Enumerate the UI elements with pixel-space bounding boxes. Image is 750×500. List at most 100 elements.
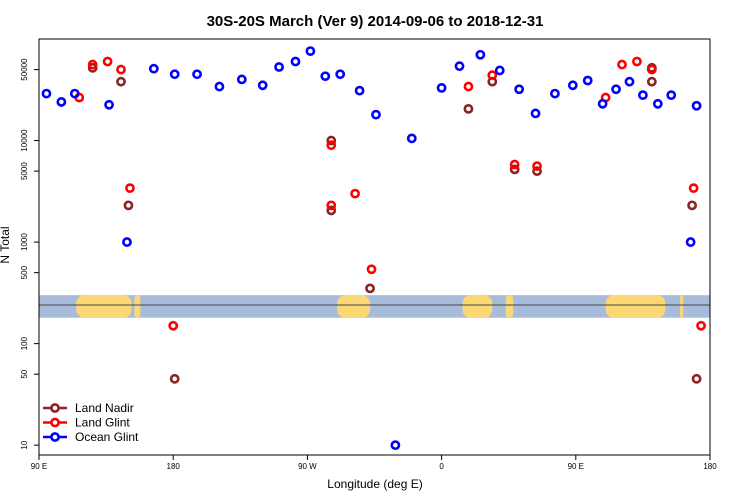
point-land-glint [646,64,657,75]
point-land-nadir [116,76,126,87]
point-land-glint [326,200,337,211]
point-ocean-glint [494,65,505,76]
point-land-glint [350,188,361,199]
map-band [39,295,710,318]
point-ocean-glint [69,88,80,99]
point-land-nadir [646,76,657,87]
point-ocean-glint [454,61,465,72]
y-tick-label: 50 [20,369,29,378]
map-land [76,295,132,318]
y-axis-label: N Total [0,226,12,263]
legend-marker [50,403,60,413]
point-land-nadir [326,135,337,146]
point-land-glint [688,183,699,194]
point-ocean-glint [335,69,346,80]
map-land [680,295,684,318]
point-land-nadir [509,164,520,175]
y-tick-label: 10 [20,440,29,449]
y-tick-label: 10000 [20,129,29,152]
point-land-nadir [463,103,474,114]
legend-label: Land Glint [75,416,130,430]
point-land-glint [463,81,474,92]
point-land-glint [125,183,135,194]
point-land-glint [509,159,520,170]
point-ocean-glint [436,82,447,93]
y-tick-label: 50000 [20,58,29,81]
y-tick-label: 100 [20,336,29,350]
y-axis: 10 50 100 500 1000 5000 10000 50000 [20,58,39,450]
point-ocean-glint [550,88,560,99]
point-land-nadir [123,200,134,211]
x-axis-label: Longitude (deg E) [327,477,422,491]
point-ocean-glint [169,69,180,80]
point-land-nadir [687,200,698,211]
legend-marker [50,432,60,442]
point-ocean-glint [475,49,486,60]
point-land-glint [696,320,706,331]
point-ocean-glint [56,97,67,107]
point-ocean-glint [192,69,202,80]
point-ocean-glint [41,88,52,99]
point-ocean-glint [624,76,635,87]
point-ocean-glint [638,90,648,101]
point-ocean-glint [122,237,132,247]
point-ocean-glint [691,100,702,111]
point-land-nadir [169,373,180,384]
x-tick-label: 180 [167,462,181,471]
map-land [462,295,493,318]
x-tick-label: 90 E [31,462,47,471]
point-ocean-glint [406,133,417,144]
point-ocean-glint [666,90,677,101]
x-tick-label: 180 [703,462,717,471]
point-land-glint [87,59,98,70]
x-axis: 90 E 180 90 W 0 90 E 180 [31,455,717,471]
y-tick-label: 500 [20,265,29,279]
point-ocean-glint [354,85,365,96]
point-land-nadir [532,166,542,177]
point-ocean-glint [652,98,663,109]
point-ocean-glint [257,80,268,91]
point-ocean-glint [390,440,401,451]
x-tick-label: 90 E [568,462,584,471]
point-land-nadir [326,205,337,216]
point-ocean-glint [611,84,621,95]
point-land-glint [617,59,627,70]
x-tick-label: 0 [439,462,444,471]
point-ocean-glint [290,56,301,67]
map-land [605,295,666,318]
point-land-glint [168,320,179,331]
data-points [41,46,706,451]
point-ocean-glint [236,74,247,85]
legend-label: Land Nadir [75,401,134,415]
point-ocean-glint [582,75,593,86]
point-ocean-glint [567,80,578,91]
point-land-glint [326,140,337,151]
point-ocean-glint [685,237,696,247]
point-ocean-glint [371,109,381,120]
plot-frame [38,38,711,456]
point-land-glint [366,264,377,275]
point-ocean-glint [597,98,608,109]
point-ocean-glint [214,81,225,92]
point-land-glint [632,56,642,67]
point-land-nadir [691,373,702,384]
y-tick-label: 5000 [20,162,29,180]
point-land-nadir [365,283,375,294]
map-land [337,295,371,318]
point-ocean-glint [104,99,114,110]
point-ocean-glint [514,84,525,95]
point-ocean-glint [274,62,284,72]
legend-marker [50,417,60,428]
point-land-glint [102,56,113,67]
point-ocean-glint [305,46,316,57]
map-land [134,295,141,318]
point-ocean-glint [148,63,159,74]
map-ocean [39,295,710,318]
map-land [505,295,514,318]
chart-title: 30S-20S March (Ver 9) 2014-09-06 to 2018… [207,13,544,30]
x-tick-label: 90 W [298,462,317,471]
point-land-glint [532,161,542,172]
point-land-glint [116,64,126,75]
